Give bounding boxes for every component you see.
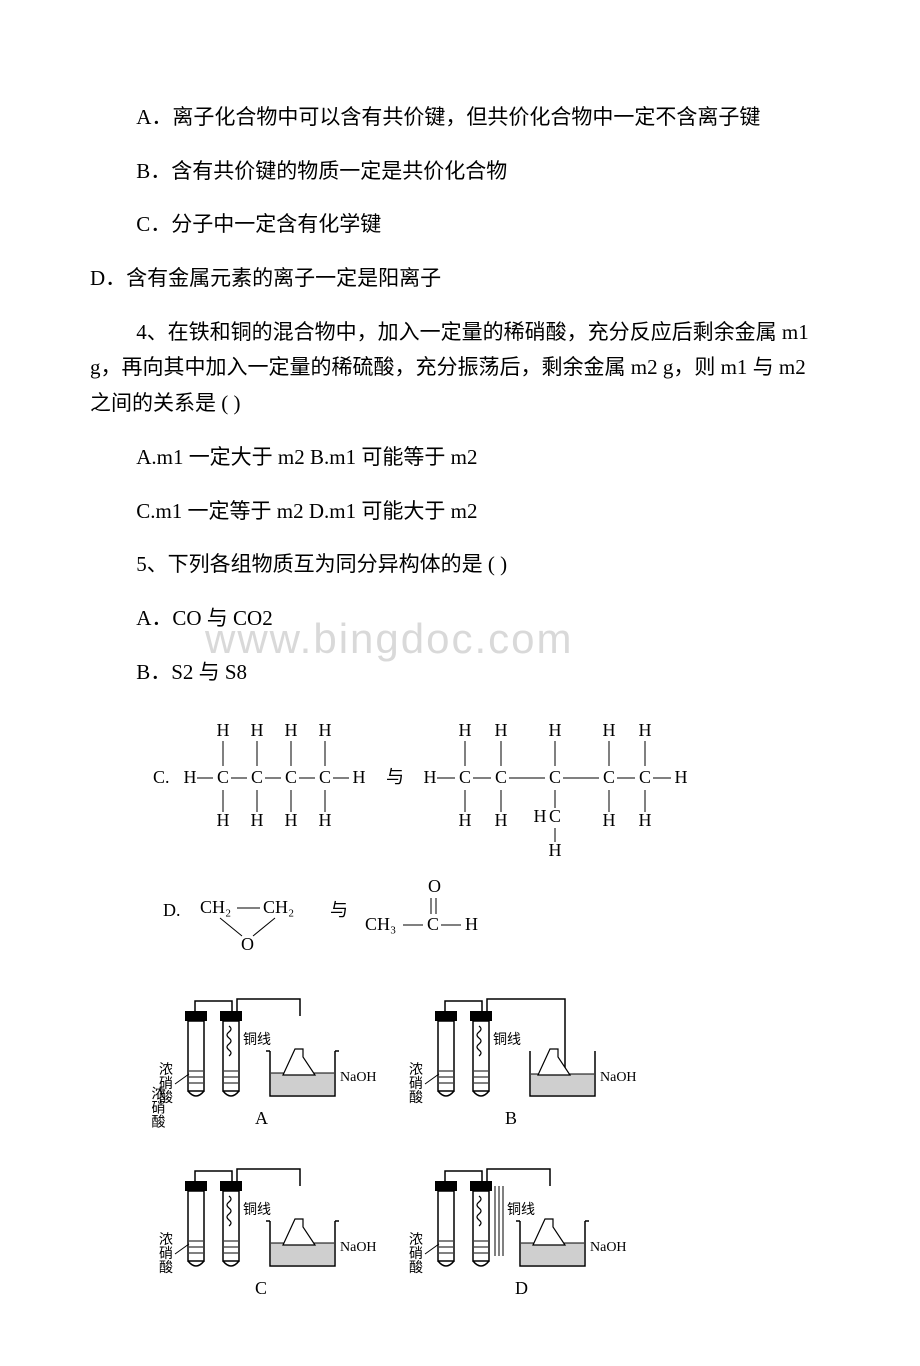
- q5-option-b: B．S2 与 S8: [90, 655, 830, 691]
- svg-text:浓: 浓: [409, 1232, 423, 1248]
- svg-text:铜线: 铜线: [243, 1032, 271, 1048]
- svg-text:C: C: [639, 767, 651, 787]
- apparatus-diagram: 铜线 浓硝酸 浓 硝 酸 NaOH A: [145, 986, 830, 1326]
- svg-text:H: H: [217, 810, 230, 830]
- svg-text:H: H: [459, 810, 472, 830]
- svg-text:C: C: [251, 767, 263, 787]
- q5-option-d-structure: D. CH₂ CH₂ O 与 CH₃ C H: [145, 868, 830, 958]
- svg-text:C: C: [427, 914, 439, 934]
- svg-text:H: H: [639, 810, 652, 830]
- svg-text:H: H: [465, 914, 478, 934]
- q3-option-c: C．分子中一定含有化学键: [90, 207, 830, 243]
- q5-option-c-structure: C. H C C C C H H H H: [145, 708, 830, 858]
- svg-text:NaOH: NaOH: [340, 1070, 377, 1085]
- svg-text:A: A: [255, 1108, 268, 1128]
- svg-text:C: C: [255, 1278, 267, 1298]
- svg-text:酸: 酸: [159, 1090, 173, 1106]
- svg-text:H: H: [319, 810, 332, 830]
- svg-text:与: 与: [386, 767, 404, 787]
- svg-text:H: H: [353, 767, 366, 787]
- svg-text:H: H: [603, 720, 616, 740]
- svg-text:硝: 硝: [409, 1246, 423, 1262]
- svg-text:C: C: [319, 767, 331, 787]
- svg-text:H: H: [251, 810, 264, 830]
- svg-text:H: H: [549, 840, 562, 858]
- svg-text:B: B: [505, 1108, 517, 1128]
- svg-text:CH₃: CH₃: [365, 914, 396, 934]
- q4-options-line2: C.m1 一定等于 m2 D.m1 可能大于 m2: [90, 494, 830, 530]
- svg-text:H: H: [495, 720, 508, 740]
- svg-text:硝: 硝: [159, 1246, 173, 1262]
- svg-text:H: H: [285, 720, 298, 740]
- svg-text:H: H: [675, 767, 688, 787]
- svg-text:NaOH: NaOH: [590, 1240, 627, 1255]
- q3-option-d: D．含有金属元素的离子一定是阳离子: [90, 261, 830, 297]
- svg-text:D: D: [515, 1278, 528, 1298]
- svg-text:浓: 浓: [159, 1232, 173, 1248]
- q4-stem: 4、在铁和铜的混合物中，加入一定量的稀硝酸，充分反应后剩余金属 m1 g，再向其…: [90, 315, 830, 422]
- q5-option-a: A．CO 与 CO2: [90, 601, 830, 637]
- svg-text:H: H: [217, 720, 230, 740]
- svg-text:H: H: [495, 810, 508, 830]
- svg-text:C: C: [217, 767, 229, 787]
- svg-text:硝: 硝: [409, 1076, 423, 1092]
- svg-text:C: C: [495, 767, 507, 787]
- svg-text:H: H: [459, 720, 472, 740]
- svg-text:酸: 酸: [409, 1260, 423, 1276]
- svg-text:铜线: 铜线: [493, 1032, 521, 1048]
- svg-text:H: H: [319, 720, 332, 740]
- svg-text:C: C: [603, 767, 615, 787]
- svg-text:H: H: [184, 767, 197, 787]
- svg-text:浓: 浓: [159, 1062, 173, 1078]
- q3-option-a: A．离子化合物中可以含有共价键，但共价化合物中一定不含离子键: [90, 100, 830, 136]
- option-c-label: C.: [153, 767, 170, 787]
- svg-text:NaOH: NaOH: [600, 1070, 637, 1085]
- svg-text:H: H: [424, 767, 437, 787]
- svg-text:与: 与: [330, 900, 348, 920]
- svg-text:NaOH: NaOH: [340, 1240, 377, 1255]
- svg-text:酸: 酸: [409, 1090, 423, 1106]
- svg-text:H: H: [603, 810, 616, 830]
- svg-text:C: C: [285, 767, 297, 787]
- document-body: A．离子化合物中可以含有共价键，但共价化合物中一定不含离子键 B．含有共价键的物…: [90, 100, 830, 1326]
- svg-text:硝: 硝: [159, 1076, 173, 1092]
- svg-text:H: H: [534, 806, 547, 826]
- svg-text:O: O: [241, 934, 254, 954]
- svg-text:H: H: [285, 810, 298, 830]
- q5-stem: 5、下列各组物质互为同分异构体的是 ( ): [90, 547, 830, 583]
- svg-text:C: C: [549, 767, 561, 787]
- q3-option-b: B．含有共价键的物质一定是共价化合物: [90, 154, 830, 190]
- svg-text:CH₂: CH₂: [263, 897, 294, 917]
- svg-text:H: H: [251, 720, 264, 740]
- svg-text:铜线: 铜线: [243, 1202, 271, 1218]
- svg-text:H: H: [639, 720, 652, 740]
- svg-text:CH₂: CH₂: [200, 897, 231, 917]
- q4-options-line1: A.m1 一定大于 m2 B.m1 可能等于 m2: [90, 440, 830, 476]
- option-d-label: D.: [163, 900, 181, 920]
- svg-text:H: H: [549, 720, 562, 740]
- svg-text:C: C: [459, 767, 471, 787]
- svg-text:酸: 酸: [159, 1260, 173, 1276]
- svg-text:O: O: [428, 876, 441, 896]
- svg-text:C: C: [549, 806, 561, 826]
- svg-text:铜线: 铜线: [507, 1202, 535, 1218]
- svg-text:浓: 浓: [409, 1062, 423, 1078]
